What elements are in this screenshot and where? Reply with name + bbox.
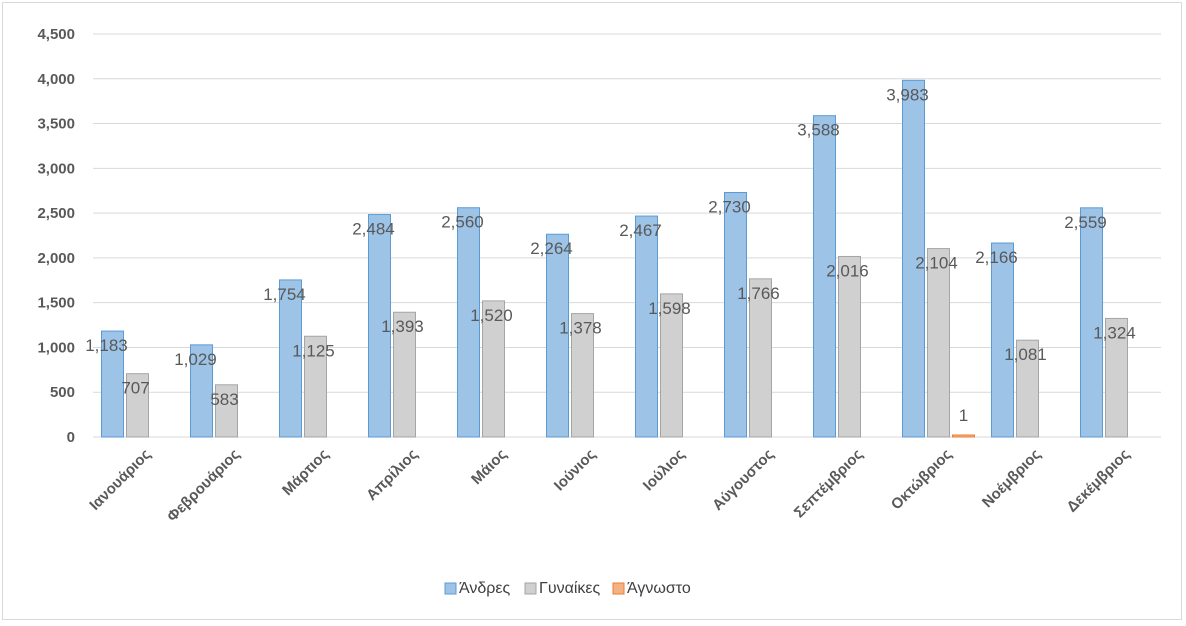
x-category-label: Σεπτέμβριος — [791, 446, 867, 522]
bar-chart: 0 500 1,000 1,500 2,000 2,500 3,000 3,500 4,000 4… — [37, 26, 1161, 597]
bar — [190, 344, 213, 438]
data-label: 1,393 — [381, 317, 424, 336]
y-tick-label: 0 — [67, 429, 75, 446]
x-category-label: Απρίλιος — [363, 446, 421, 504]
bars — [101, 79, 1128, 438]
bar — [813, 115, 836, 438]
y-tick-label: 1,000 — [37, 339, 75, 356]
legend: Άνδρες Γυναίκες Άγνωστο — [444, 580, 691, 597]
data-labels: 1,183 707 1,029 583 1,754 1,125 2,484 1,393 2,56… — [85, 85, 1136, 425]
data-label: 1,754 — [263, 285, 306, 304]
data-label: 2,264 — [530, 239, 573, 258]
bar — [482, 300, 505, 438]
x-category-label: Ιούνιος — [551, 446, 600, 495]
x-category-label: Δεκέμβριος — [1063, 446, 1133, 516]
x-category-label: Ιανουάριος — [86, 446, 154, 514]
legend-swatch — [612, 582, 625, 595]
gridlines — [93, 33, 1161, 438]
data-label: 1,520 — [470, 306, 513, 325]
bar — [368, 214, 391, 438]
bar — [991, 242, 1014, 438]
bar — [215, 384, 238, 438]
data-label: 2,467 — [619, 221, 662, 240]
bar — [1105, 317, 1128, 438]
bar — [304, 335, 327, 438]
bar — [749, 278, 772, 438]
bar — [1016, 339, 1039, 438]
data-label: 1,766 — [737, 284, 780, 303]
bar — [571, 313, 594, 438]
data-label: 1 — [959, 406, 968, 425]
y-tick-label: 1,500 — [37, 295, 75, 312]
x-category-label: Οκτώβριος — [888, 446, 956, 514]
x-category-label: Ιούλιος — [640, 446, 689, 495]
data-label: 583 — [210, 390, 238, 409]
bar — [393, 311, 416, 438]
bar — [457, 207, 480, 438]
bar — [279, 279, 302, 438]
bar — [101, 330, 124, 438]
data-label: 1,081 — [1004, 345, 1047, 364]
x-category-label: Αύγουστος — [709, 446, 777, 514]
data-label: 2,559 — [1064, 213, 1107, 232]
y-tick-label: 3,500 — [37, 116, 75, 133]
bar — [724, 192, 747, 438]
data-label: 1,378 — [559, 319, 602, 338]
y-tick-label: 4,000 — [37, 71, 75, 88]
bar — [660, 293, 683, 438]
legend-label: Άνδρες — [459, 580, 511, 597]
y-tick-label: 3,000 — [37, 160, 75, 177]
data-label: 2,104 — [915, 254, 958, 273]
legend-label: Γυναίκες — [539, 580, 601, 597]
bar — [126, 373, 149, 438]
y-axis-tick-labels: 0 500 1,000 1,500 2,000 2,500 3,000 3,500 4,000 4… — [37, 26, 75, 446]
y-tick-label: 2,500 — [37, 205, 75, 222]
data-label: 1,324 — [1093, 323, 1136, 342]
data-label: 707 — [121, 379, 149, 398]
x-axis-category-labels: Ιανουάριος Φεβρουάριος Μάρτιος Απρίλιος Μάιο… — [86, 446, 1133, 526]
data-label: 3,983 — [886, 85, 929, 104]
legend-label: Άγνωστο — [627, 580, 691, 597]
data-label: 1,598 — [648, 299, 691, 318]
data-label: 2,730 — [708, 198, 751, 217]
data-label: 2,016 — [826, 261, 869, 280]
data-label: 3,588 — [797, 121, 840, 140]
x-category-label: Νοέμβριος — [979, 446, 1045, 512]
bar — [927, 248, 950, 438]
data-label: 2,484 — [352, 220, 395, 239]
bar — [546, 233, 569, 438]
data-label: 1,029 — [174, 350, 217, 369]
bar — [838, 255, 861, 438]
data-label: 1,183 — [85, 336, 128, 355]
bar — [1080, 207, 1103, 438]
x-category-label: Μάρτιος — [279, 446, 332, 499]
y-tick-label: 2,000 — [37, 250, 75, 267]
bar — [952, 434, 975, 438]
bar — [902, 79, 925, 438]
data-label: 1,125 — [292, 341, 335, 360]
legend-swatch — [444, 582, 457, 595]
x-category-label: Μάιος — [468, 446, 510, 488]
bar — [635, 215, 658, 438]
y-tick-label: 4,500 — [37, 26, 75, 43]
legend-swatch — [524, 582, 537, 595]
x-category-label: Φεβρουάριος — [164, 446, 244, 526]
data-label: 2,166 — [975, 248, 1018, 267]
data-label: 2,560 — [441, 213, 484, 232]
y-tick-label: 500 — [50, 384, 75, 401]
